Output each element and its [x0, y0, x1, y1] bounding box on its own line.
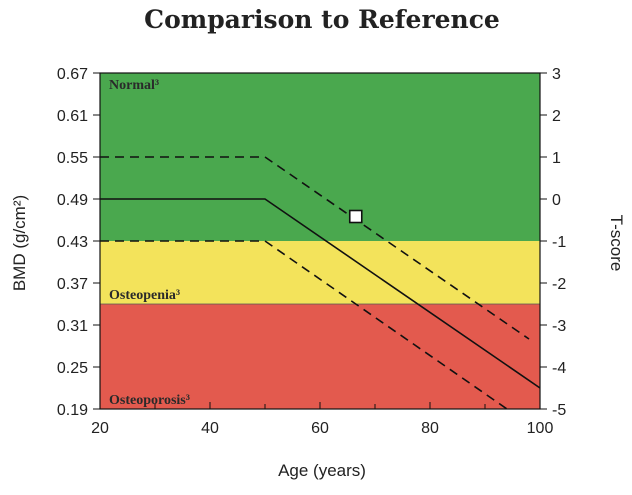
zone-label-2: Osteoporosis³: [109, 393, 190, 408]
y-tick-label-2: 0.31: [57, 318, 88, 335]
zone-label-0: Normal³: [109, 78, 159, 93]
zone-label-1: Osteopenia³: [109, 288, 180, 303]
y2-tick-label-7: 2: [552, 108, 561, 125]
y-tick-label-5: 0.49: [57, 192, 88, 209]
y2-tick-label-0: -5: [552, 402, 566, 419]
y2-tick-label-8: 3: [552, 66, 561, 83]
y-axis-label: BMD (g/cm²): [10, 195, 29, 291]
ticks-layer: 20 40 60 80 1000.190.250.310.370.430.490.550…: [57, 66, 566, 437]
x-tick-label-4: 100: [527, 420, 554, 437]
y-tick-label-3: 0.37: [57, 276, 88, 293]
zones-layer: Normal³ Osteopenia³ Osteoporosis³: [100, 73, 540, 409]
y2-axis-label: T-score: [607, 215, 626, 272]
reference-line-1: [100, 156, 530, 340]
patient-marker: [348, 209, 363, 224]
lines-layer: [100, 156, 541, 410]
y-tick-label-6: 0.55: [57, 150, 88, 167]
y2-tick-label-1: -4: [552, 360, 566, 377]
y-tick-label-4: 0.43: [57, 234, 88, 251]
y2-tick-label-6: 1: [552, 150, 561, 167]
zone-band-2: [100, 304, 540, 409]
y2-tick-label-5: 0: [552, 192, 561, 209]
chart-title: Comparison to Reference: [144, 5, 500, 34]
x-tick-label-0: 20: [91, 420, 109, 437]
y2-tick-label-3: -2: [552, 276, 566, 293]
x-tick-label-2: 60: [311, 420, 329, 437]
zone-band-0: [100, 73, 540, 241]
y-tick-label-0: 0.19: [57, 402, 88, 419]
x-tick-label-3: 80: [421, 420, 439, 437]
reference-line-0: [100, 198, 541, 389]
y-tick-label-1: 0.25: [57, 360, 88, 377]
reference-line-2: [100, 240, 508, 410]
y2-tick-label-2: -3: [552, 318, 566, 335]
y2-tick-label-4: -1: [552, 234, 566, 251]
marker-layer: [348, 209, 363, 224]
x-axis-label: Age (years): [278, 461, 366, 480]
zone-band-1: [100, 241, 540, 304]
x-tick-label-1: 40: [201, 420, 219, 437]
y-tick-label-7: 0.61: [57, 108, 88, 125]
y-tick-label-8: 0.67: [57, 66, 88, 83]
